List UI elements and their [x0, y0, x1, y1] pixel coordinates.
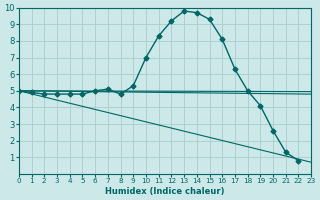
X-axis label: Humidex (Indice chaleur): Humidex (Indice chaleur): [105, 187, 225, 196]
